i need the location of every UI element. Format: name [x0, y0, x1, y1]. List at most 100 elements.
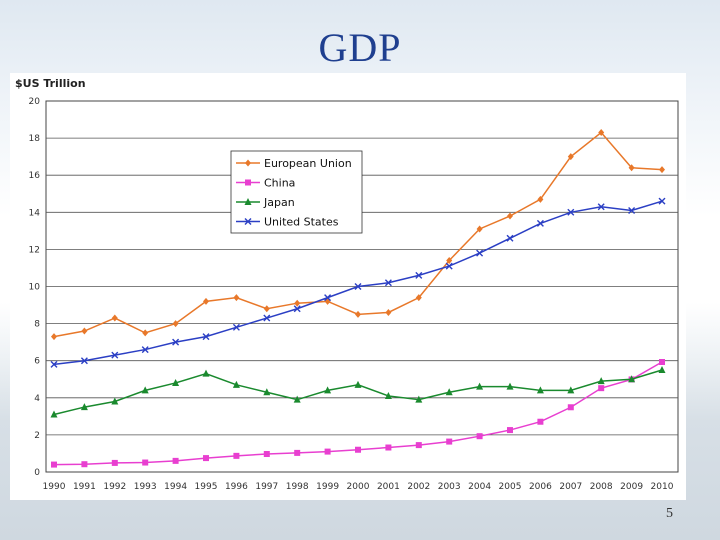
data-point-european-union	[51, 333, 57, 341]
marker-stroke	[536, 219, 544, 227]
data-point-china	[142, 459, 149, 466]
data-point-japan	[293, 395, 301, 403]
series-european-union	[51, 129, 665, 341]
data-point-european-union	[355, 310, 361, 318]
data-point-united-states	[354, 283, 362, 290]
legend-marker	[245, 179, 251, 186]
gdp-line-chart: $US Trillion 0 2 4 6 8 10 12 14 16 18 20 1990 1991 19…	[15, 77, 679, 492]
marker-stroke	[80, 357, 88, 365]
data-point-united-states	[141, 346, 149, 354]
legend-marker	[244, 218, 252, 225]
data-point-japan	[111, 397, 119, 405]
x-tick-label: 2003	[438, 482, 461, 492]
data-point-japan	[476, 382, 484, 390]
data-point-european-union	[172, 320, 179, 328]
data-point-japan	[202, 369, 210, 377]
marker-stroke	[232, 323, 240, 331]
data-point-china	[537, 418, 544, 425]
axis-layer: 0 2 4 6 8 10 12 14 16 18 20 1990 1991 1992 1993 1994 199…	[29, 97, 674, 492]
marker-stroke	[445, 262, 453, 270]
y-tick-label: 4	[34, 394, 40, 404]
data-point-china	[659, 358, 665, 365]
data-point-united-states	[445, 262, 453, 270]
data-point-united-states	[293, 305, 301, 313]
y-tick-label: 8	[34, 320, 40, 330]
data-point-european-union	[385, 308, 392, 316]
x-tick-label: 2001	[377, 482, 400, 492]
x-tick-label: 1998	[286, 482, 309, 492]
series-layer	[50, 129, 666, 468]
data-point-japan	[232, 380, 240, 388]
data-point-european-union	[233, 294, 240, 302]
data-point-european-union	[415, 294, 422, 302]
legend-label: United States	[264, 216, 339, 229]
data-point-japan	[354, 380, 362, 388]
x-tick-label: 2006	[529, 482, 552, 492]
data-point-china	[294, 449, 301, 456]
legend-marker	[245, 159, 251, 167]
x-tick-label: 1999	[316, 482, 339, 492]
data-point-japan	[324, 386, 332, 394]
y-tick-label: 0	[34, 468, 40, 478]
x-tick-label: 2010	[651, 482, 674, 492]
series-united-states	[50, 197, 666, 368]
data-point-european-union	[263, 305, 270, 313]
marker-stroke	[658, 197, 666, 205]
data-point-china	[263, 451, 270, 458]
data-point-united-states	[597, 203, 605, 211]
x-tick-label: 2005	[499, 482, 522, 492]
marker-stroke	[476, 249, 484, 257]
y-tick-label: 6	[34, 357, 40, 367]
marker-stroke	[506, 234, 514, 242]
series-japan	[50, 365, 666, 418]
data-point-united-states	[567, 208, 575, 216]
data-point-japan	[567, 386, 575, 394]
x-tick-label: 2000	[347, 482, 370, 492]
data-point-european-union	[598, 129, 605, 137]
data-point-china	[507, 427, 513, 434]
marker-stroke	[628, 206, 636, 214]
data-point-china	[324, 448, 331, 455]
x-tick-label: 2009	[620, 482, 643, 492]
legend: European Union China Japan United States	[230, 150, 363, 234]
data-point-china	[233, 452, 240, 459]
x-tick-label: 2002	[407, 482, 430, 492]
y-tick-label: 16	[29, 171, 41, 181]
grid-layer	[45, 100, 679, 473]
marker-stroke	[415, 271, 423, 279]
data-point-united-states	[324, 294, 332, 302]
y-tick-label: 18	[29, 134, 41, 144]
x-tick-label: 1996	[225, 482, 248, 492]
data-point-united-states	[232, 323, 240, 331]
data-point-european-union	[476, 225, 483, 233]
x-tick-label: 1990	[43, 482, 66, 492]
data-point-united-states	[263, 314, 271, 322]
data-point-china	[81, 461, 88, 468]
data-point-united-states	[658, 197, 666, 205]
data-point-japan	[172, 378, 180, 386]
x-tick-label: 2004	[468, 482, 491, 492]
data-point-china	[203, 455, 209, 462]
x-tick-label: 1995	[195, 482, 218, 492]
data-point-european-union	[567, 153, 574, 161]
x-tick-label: 1997	[255, 482, 278, 492]
x-tick-label: 1993	[134, 482, 157, 492]
marker-stroke	[597, 203, 605, 211]
x-tick-label: 2008	[590, 482, 613, 492]
data-point-japan	[506, 382, 514, 390]
series-china	[51, 358, 665, 468]
y-tick-label: 14	[29, 208, 41, 218]
x-tick-label: 1994	[164, 482, 187, 492]
data-point-european-union	[628, 164, 635, 172]
data-point-china	[111, 459, 118, 466]
y-tick-label: 20	[29, 97, 41, 107]
data-point-japan	[50, 410, 58, 418]
marker-stroke	[172, 338, 180, 346]
data-point-china	[567, 404, 574, 411]
marker-stroke	[567, 208, 575, 216]
data-point-united-states	[628, 206, 636, 214]
data-point-united-states	[50, 360, 58, 368]
marker-stroke	[111, 351, 119, 359]
data-point-united-states	[536, 219, 544, 227]
marker-stroke	[324, 294, 332, 302]
